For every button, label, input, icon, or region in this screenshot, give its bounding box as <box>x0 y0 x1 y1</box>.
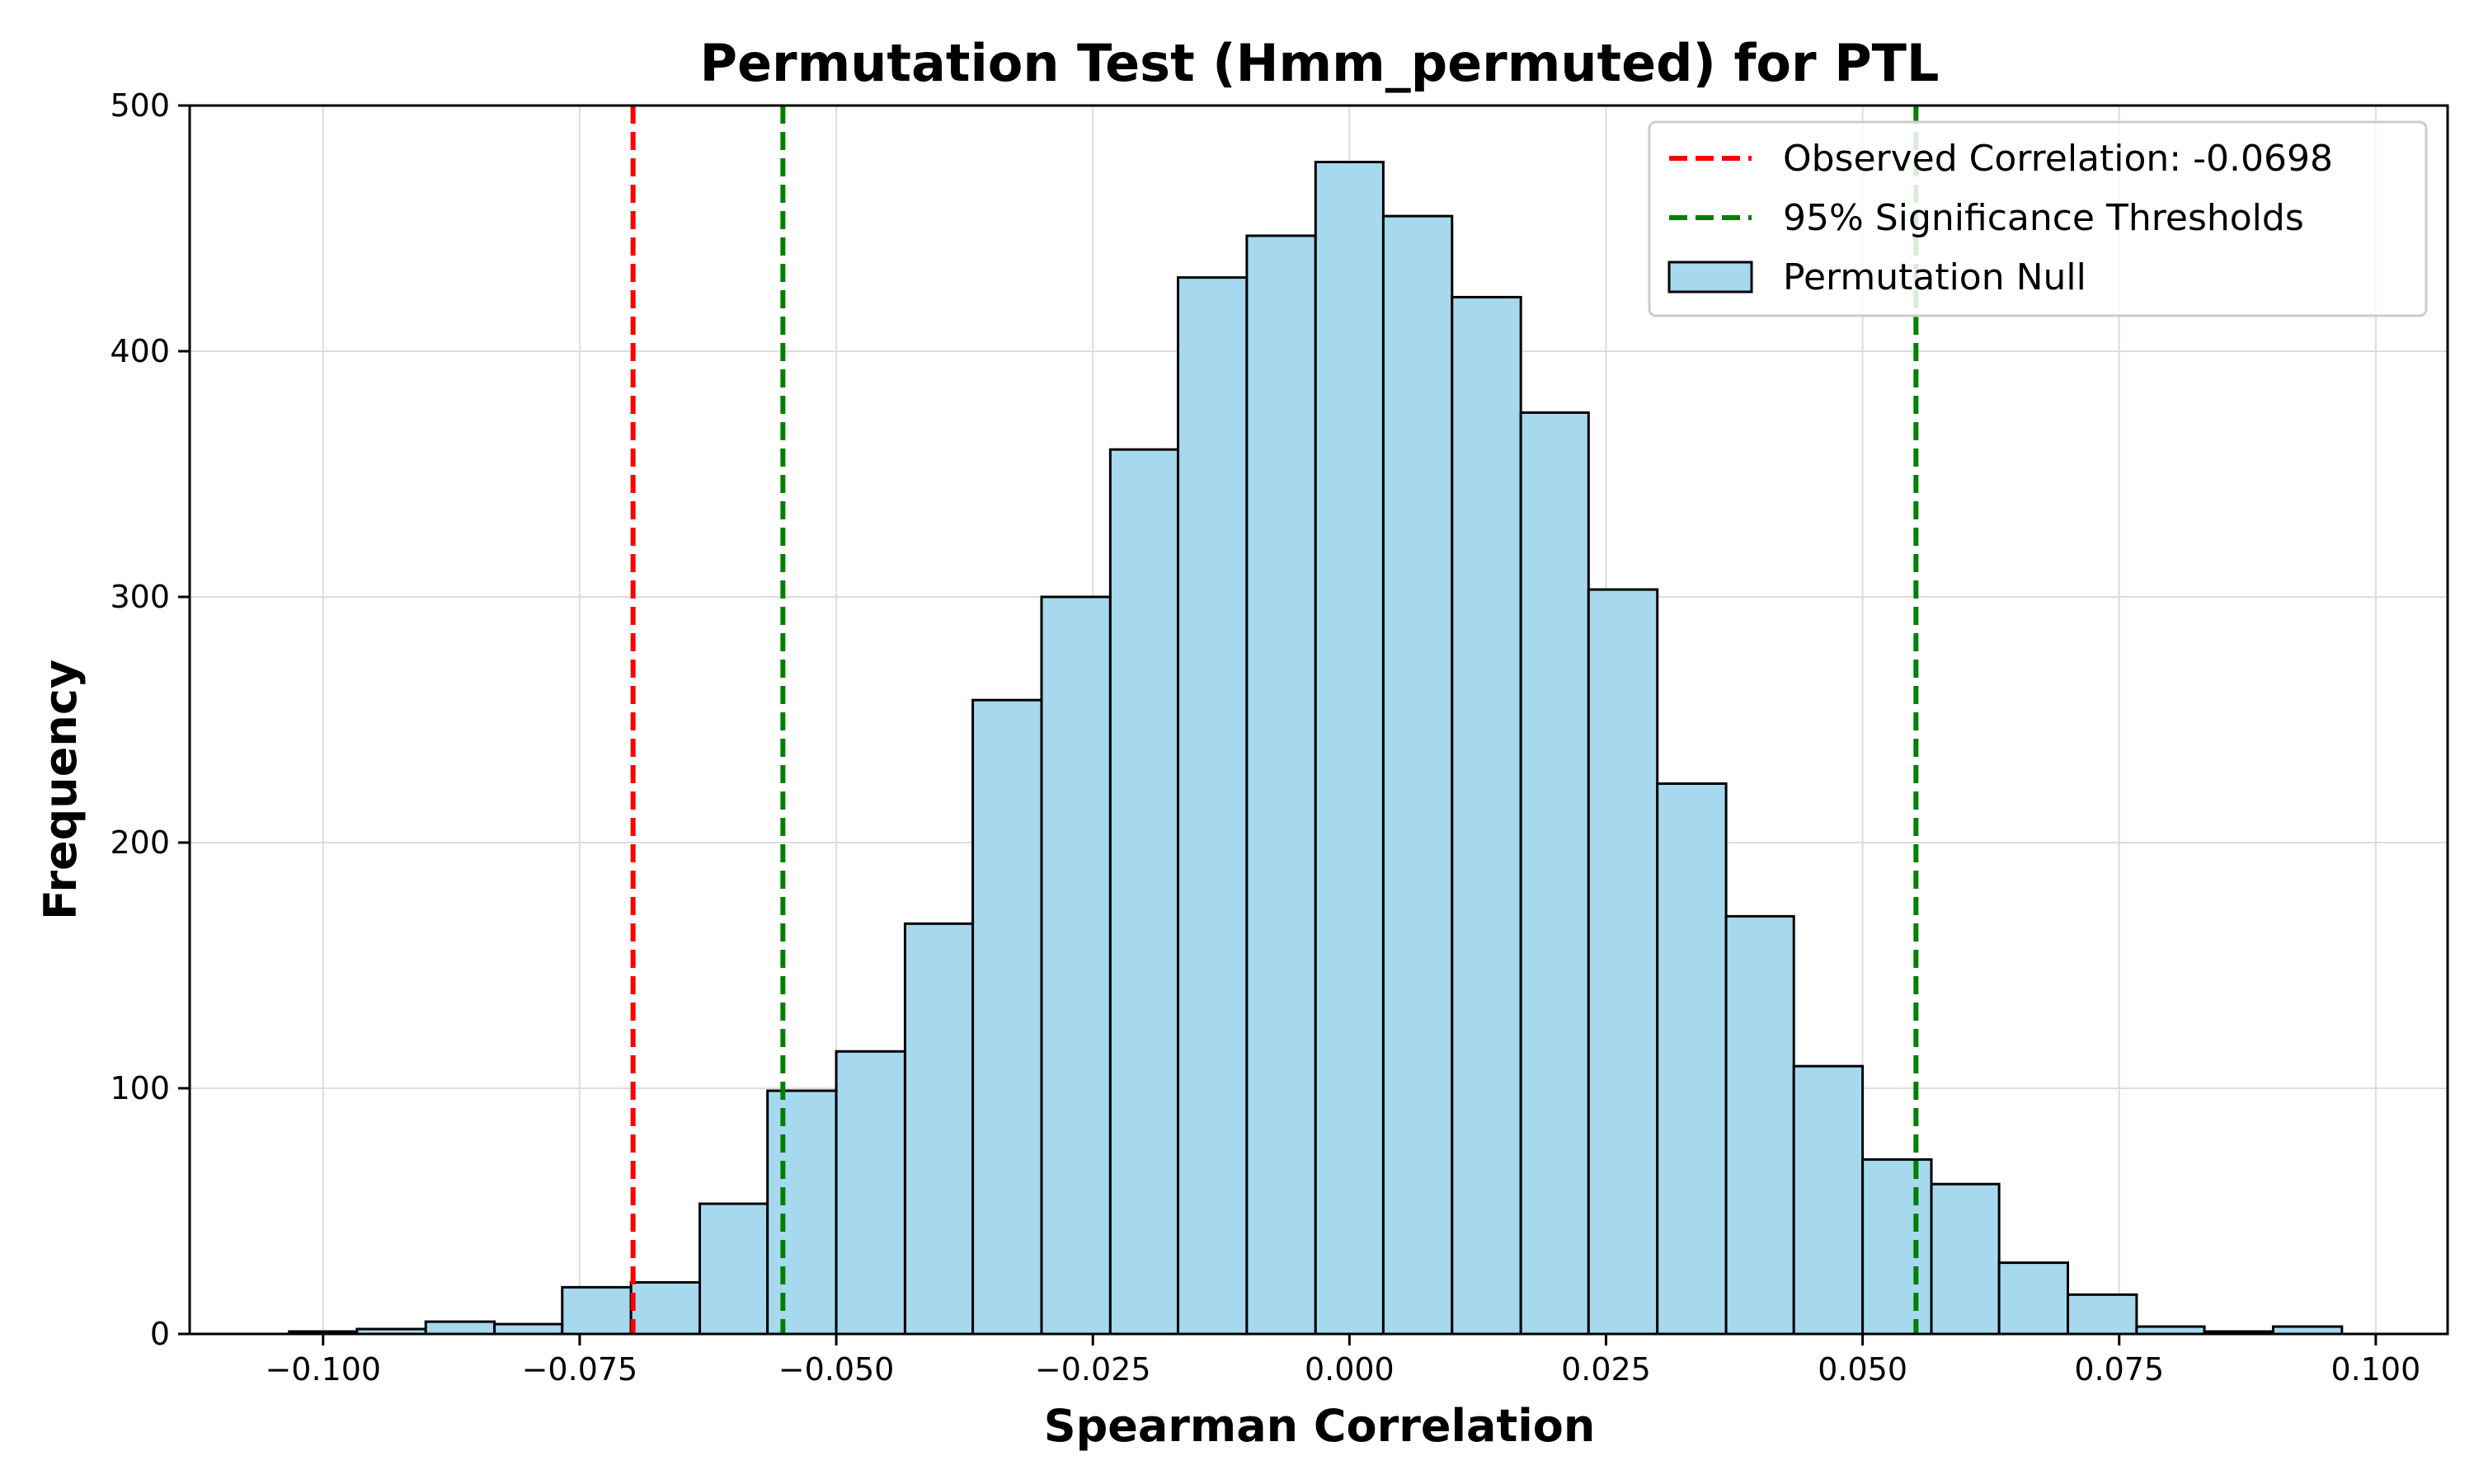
legend-threshold-label: 95% Significance Thresholds <box>1783 197 2304 239</box>
histogram-bar <box>493 1322 564 1336</box>
legend-null-patch-icon <box>1667 261 1753 294</box>
histogram-bar <box>1245 234 1317 1336</box>
histogram-bar <box>2067 1293 2138 1336</box>
x-tick-label: 0.100 <box>2331 1351 2420 1388</box>
x-axis-label: Spearman Correlation <box>1044 1400 1596 1452</box>
histogram-bar <box>629 1280 702 1336</box>
y-tick-label: 300 <box>110 579 170 615</box>
legend-observed-label: Observed Correlation: -0.0698 <box>1783 138 2333 180</box>
chart-title: Permutation Test (Hmm_permuted) for PTL <box>700 33 1940 93</box>
legend-null-label: Permutation Null <box>1783 256 2086 298</box>
x-tick-label: −0.100 <box>265 1351 381 1388</box>
histogram-bar <box>1314 161 1385 1336</box>
histogram-bar <box>1656 782 1728 1336</box>
histogram-bar <box>971 698 1043 1336</box>
histogram-bar <box>698 1202 769 1336</box>
histogram-bar <box>1451 295 1522 1336</box>
y-tick-label: 200 <box>110 824 170 861</box>
x-tick-label: 0.050 <box>1818 1351 1907 1388</box>
histogram-bar <box>1861 1158 1933 1336</box>
y-axis-label: Frequency <box>35 660 87 920</box>
histogram-bar <box>561 1285 633 1336</box>
histogram-bar <box>903 922 975 1336</box>
histogram-bar <box>424 1320 496 1336</box>
histogram-bar <box>1724 914 1795 1336</box>
histogram-bar <box>1176 276 1249 1336</box>
histogram-bar <box>1519 411 1590 1336</box>
y-tick-label: 400 <box>110 333 170 369</box>
x-tick-label: 0.025 <box>1561 1351 1651 1388</box>
histogram-bar <box>1587 588 1659 1336</box>
histogram-bar <box>1381 214 1454 1336</box>
x-tick-label: −0.050 <box>778 1351 895 1388</box>
histogram-bar <box>1930 1182 2001 1336</box>
histogram-bar <box>1997 1261 2070 1336</box>
reference-lines <box>630 106 1919 1334</box>
x-axis-ticks: −0.100 −0.075 −0.050 −0.025 0.000 0.025 0.050 0… <box>265 1334 2420 1388</box>
x-tick-label: 0.000 <box>1305 1351 1395 1388</box>
x-tick-label: −0.025 <box>1035 1351 1151 1388</box>
y-tick-label: 100 <box>110 1070 170 1106</box>
histogram-bar <box>1108 448 1179 1336</box>
legend-box <box>1648 120 2428 317</box>
histogram-bar <box>1040 595 1112 1336</box>
histogram-bar <box>835 1050 906 1336</box>
histogram-bars <box>288 161 2344 1336</box>
histogram-bar <box>766 1089 838 1336</box>
plot-frame <box>188 104 2449 1336</box>
y-axis-ticks: 0 100 200 300 400 500 <box>110 87 190 1352</box>
y-tick-label: 500 <box>110 87 170 124</box>
legend: Observed Correlation: -0.0698 95% Signif… <box>1648 120 2428 317</box>
histogram-bar <box>1792 1064 1865 1336</box>
x-tick-label: −0.075 <box>522 1351 638 1388</box>
y-tick-label: 0 <box>150 1316 170 1352</box>
x-tick-label: 0.075 <box>2074 1351 2164 1388</box>
